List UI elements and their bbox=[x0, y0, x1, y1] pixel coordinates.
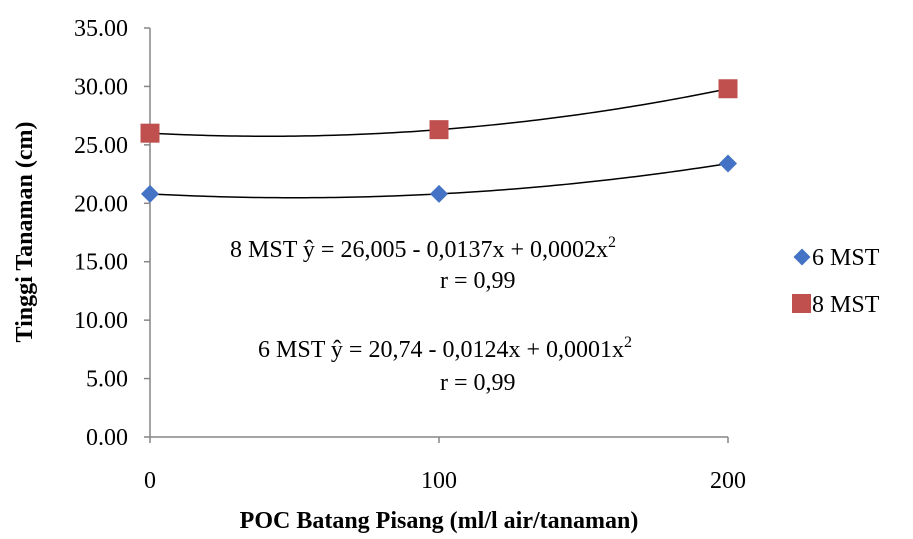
y-tick-label: 0.00 bbox=[86, 425, 128, 451]
legend-label-6mst: 6 MST bbox=[812, 245, 880, 271]
x-ticks: 0 100 200 bbox=[144, 437, 746, 494]
r-value-8mst: r = 0,99 bbox=[440, 268, 516, 294]
equation-8mst: 8 MST ŷ = 26,005 - 0,0137x + 0,0002x2 bbox=[230, 234, 616, 263]
y-tick-label: 5.00 bbox=[86, 367, 128, 393]
point-6-mst bbox=[141, 184, 159, 203]
x-axis-title: POC Batang Pisang (ml/l air/tanaman) bbox=[240, 508, 639, 534]
y-axis-title: Tinggi Tanaman (cm) bbox=[12, 122, 38, 343]
legend: 6 MST 8 MST bbox=[792, 245, 880, 318]
legend-marker-6mst bbox=[793, 248, 811, 266]
y-tick-label: 20.00 bbox=[74, 191, 128, 217]
y-tick-label: 10.00 bbox=[74, 308, 128, 334]
x-tick-label: 200 bbox=[710, 468, 746, 494]
points bbox=[140, 79, 738, 203]
legend-label-8mst: 8 MST bbox=[812, 292, 880, 318]
point-8-mst bbox=[140, 123, 160, 143]
y-tick-label: 30.00 bbox=[74, 74, 128, 100]
x-tick-label: 100 bbox=[421, 468, 457, 494]
r-value-6mst: r = 0,99 bbox=[440, 370, 516, 396]
trendlines bbox=[149, 88, 729, 199]
y-tick-label: 35.00 bbox=[74, 16, 128, 42]
point-6-mst bbox=[719, 154, 737, 173]
equation-6mst: 6 MST ŷ = 20,74 - 0,0124x + 0,0001x2 bbox=[258, 334, 632, 363]
x-tick-label: 0 bbox=[144, 468, 156, 494]
y-tick-label: 15.00 bbox=[74, 250, 128, 276]
legend-marker-8mst bbox=[792, 294, 811, 313]
point-8-mst bbox=[718, 79, 738, 99]
point-6-mst bbox=[430, 184, 448, 203]
axes: 0.00 5.00 10.00 15.00 20.00 25.00 30.00 35.00 0… bbox=[74, 16, 746, 494]
point-8-mst bbox=[429, 120, 449, 140]
y-ticks: 0.00 5.00 10.00 15.00 20.00 25.00 30.00 35.00 bbox=[74, 16, 150, 451]
y-tick-label: 25.00 bbox=[74, 133, 128, 159]
